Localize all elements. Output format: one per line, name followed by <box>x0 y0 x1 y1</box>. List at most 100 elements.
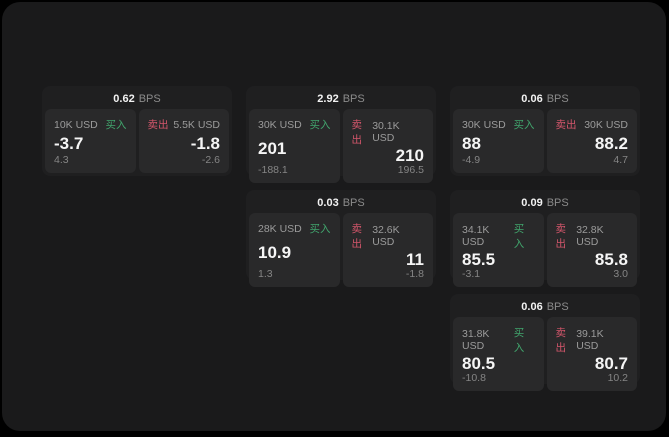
sell-panel[interactable]: 卖出 5.5K USD -1.8 -2.6 <box>138 109 229 173</box>
bps-value: 0.03 <box>317 197 339 209</box>
bps-suffix-label: BPS <box>546 93 569 105</box>
buy-price-value: 10.9 <box>258 242 292 262</box>
app-surface: 0.62 BPS 10K USD 买入 -3.7 4.3 卖出 5.5K USD… <box>2 2 666 431</box>
sell-amount-label: 32.8K USD <box>576 224 604 248</box>
bps-header: 0.06 BPS <box>453 297 637 317</box>
sell-side-label: 卖出 <box>555 223 567 250</box>
buy-panel[interactable]: 30K USD 买入 201 -188.1 <box>249 109 340 183</box>
buy-price-value: 85.5 <box>462 250 496 269</box>
bps-value: 0.62 <box>113 93 135 105</box>
sell-panel-header: 卖出 30K USD <box>556 117 629 132</box>
bps-value: 0.06 <box>521 301 543 313</box>
bps-header: 2.92 BPS <box>249 89 433 109</box>
sell-price-value: 88.2 <box>594 133 628 153</box>
buy-amount-label: 34.1K USD <box>462 224 490 248</box>
quote-panels: 30K USD 买入 201 -188.1 卖出 30.1K USD 210 1… <box>249 109 433 183</box>
sell-price-value: 80.7 <box>594 354 628 373</box>
sell-price-value: 11 <box>406 250 424 269</box>
buy-panel-header: 28K USD 买入 <box>258 221 331 236</box>
buy-sub-value: 1.3 <box>258 268 273 280</box>
sell-amount-label: 30K USD <box>584 118 628 131</box>
bps-value: 0.09 <box>521 197 543 209</box>
buy-panel[interactable]: 28K USD 买入 10.9 1.3 <box>249 213 340 287</box>
sell-sub-value: 4.7 <box>613 154 628 166</box>
buy-panel-header: 30K USD 买入 <box>462 117 535 132</box>
sell-amount-label: 39.1K USD <box>576 328 604 352</box>
buy-side-label: 买入 <box>105 119 127 131</box>
sell-side-label: 卖出 <box>351 119 363 146</box>
sell-side-label: 卖出 <box>351 223 363 250</box>
bps-header: 0.09 BPS <box>453 193 637 213</box>
sell-price-value: -1.8 <box>190 133 220 153</box>
bps-suffix-label: BPS <box>342 197 365 209</box>
quote-card: 2.92 BPS 30K USD 买入 201 -188.1 卖出 30.1K … <box>246 86 436 183</box>
sell-panel[interactable]: 卖出 30.1K USD 210 196.5 <box>342 109 433 183</box>
sell-side-label: 卖出 <box>555 119 577 131</box>
sell-sub-value: 10.2 <box>607 372 628 384</box>
sell-panel-header: 卖出 32.8K USD <box>556 221 629 251</box>
buy-panel[interactable]: 31.8K USD 买入 80.5 -10.8 <box>453 317 544 391</box>
bps-suffix-label: BPS <box>342 93 365 105</box>
sell-price-value: 85.8 <box>594 250 628 269</box>
quote-card: 0.06 BPS 30K USD 买入 88 -4.9 卖出 30K USD 8… <box>450 86 640 176</box>
sell-panel[interactable]: 卖出 32.8K USD 85.8 3.0 <box>546 213 637 287</box>
sell-side-label: 卖出 <box>555 327 567 354</box>
buy-price-value: 80.5 <box>462 354 496 373</box>
sell-panel[interactable]: 卖出 32.6K USD 11 -1.8 <box>342 213 433 287</box>
buy-sub-value: -4.9 <box>462 154 481 166</box>
sell-sub-value: 196.5 <box>397 164 424 176</box>
quote-panels: 34.1K USD 买入 85.5 -3.1 卖出 32.8K USD 85.8… <box>453 213 637 287</box>
buy-panel-header: 34.1K USD 买入 <box>462 221 535 251</box>
buy-panel-header: 10K USD 买入 <box>54 117 127 132</box>
sell-amount-label: 5.5K USD <box>173 118 220 131</box>
bps-suffix-label: BPS <box>138 93 161 105</box>
buy-side-label: 买入 <box>309 119 331 131</box>
buy-panel-header: 31.8K USD 买入 <box>462 325 535 355</box>
buy-amount-label: 30K USD <box>258 118 302 131</box>
sell-panel[interactable]: 卖出 39.1K USD 80.7 10.2 <box>546 317 637 391</box>
bps-header: 0.03 BPS <box>249 193 433 213</box>
buy-panel[interactable]: 30K USD 买入 88 -4.9 <box>453 109 544 173</box>
buy-amount-label: 10K USD <box>54 118 98 131</box>
sell-panel[interactable]: 卖出 30K USD 88.2 4.7 <box>546 109 637 173</box>
buy-amount-label: 30K USD <box>462 118 506 131</box>
sell-panel-header: 卖出 32.6K USD <box>352 221 425 251</box>
quote-panels: 31.8K USD 买入 80.5 -10.8 卖出 39.1K USD 80.… <box>453 317 637 391</box>
buy-side-label: 买入 <box>513 119 535 131</box>
buy-sub-value: 4.3 <box>54 154 69 166</box>
buy-side-label: 买入 <box>513 223 525 250</box>
buy-panel-header: 30K USD 买入 <box>258 117 331 132</box>
buy-price-value: 88 <box>462 133 481 153</box>
buy-side-label: 买入 <box>513 327 525 354</box>
buy-side-label: 买入 <box>309 223 331 235</box>
bps-suffix-label: BPS <box>546 301 569 313</box>
sell-sub-value: -1.8 <box>405 268 424 280</box>
sell-sub-value: -2.6 <box>201 154 220 166</box>
bps-value: 2.92 <box>317 93 339 105</box>
sell-sub-value: 3.0 <box>613 268 628 280</box>
buy-amount-label: 28K USD <box>258 222 302 235</box>
buy-price-value: -3.7 <box>54 133 84 153</box>
buy-sub-value: -3.1 <box>462 268 481 280</box>
buy-sub-value: -10.8 <box>462 372 486 384</box>
quote-card-grid: 0.62 BPS 10K USD 买入 -3.7 4.3 卖出 5.5K USD… <box>42 86 640 391</box>
sell-amount-label: 30.1K USD <box>372 120 400 144</box>
buy-panel[interactable]: 34.1K USD 买入 85.5 -3.1 <box>453 213 544 287</box>
buy-sub-value: -188.1 <box>258 164 288 176</box>
buy-panel[interactable]: 10K USD 买入 -3.7 4.3 <box>45 109 136 173</box>
quote-panels: 10K USD 买入 -3.7 4.3 卖出 5.5K USD -1.8 -2.… <box>45 109 229 173</box>
quote-panels: 28K USD 买入 10.9 1.3 卖出 32.6K USD 11 -1.8 <box>249 213 433 287</box>
quote-card: 0.03 BPS 28K USD 买入 10.9 1.3 卖出 32.6K US… <box>246 190 436 287</box>
sell-side-label: 卖出 <box>147 119 169 131</box>
quote-card: 0.09 BPS 34.1K USD 买入 85.5 -3.1 卖出 32.8K… <box>450 190 640 287</box>
quote-card: 0.62 BPS 10K USD 买入 -3.7 4.3 卖出 5.5K USD… <box>42 86 232 176</box>
sell-price-value: 210 <box>395 146 424 165</box>
sell-panel-header: 卖出 30.1K USD <box>352 117 425 147</box>
sell-panel-header: 卖出 39.1K USD <box>556 325 629 355</box>
sell-panel-header: 卖出 5.5K USD <box>148 117 221 132</box>
bps-header: 0.06 BPS <box>453 89 637 109</box>
quote-card: 0.06 BPS 31.8K USD 买入 80.5 -10.8 卖出 39.1… <box>450 294 640 391</box>
quote-panels: 30K USD 买入 88 -4.9 卖出 30K USD 88.2 4.7 <box>453 109 637 173</box>
bps-value: 0.06 <box>521 93 543 105</box>
bps-header: 0.62 BPS <box>45 89 229 109</box>
